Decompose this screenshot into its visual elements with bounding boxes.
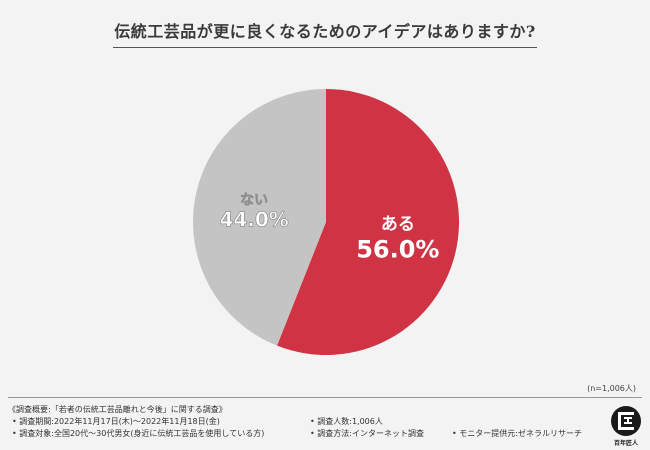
pie-slice-2-value: 44.0% <box>219 207 288 231</box>
title-divider <box>113 47 537 48</box>
survey-period: • 調査期間:2022年11月17日(木)〜2022年11月18日(金) <box>12 417 220 426</box>
pie-slice-1-value: 56.0% <box>356 236 439 264</box>
survey-target: • 調査対象:全国20代〜30代男女(身近に伝統工芸品を使用している方) <box>12 429 265 438</box>
footer-divider <box>8 397 642 398</box>
brand-logo: 百年匠人 <box>607 404 645 448</box>
pie-slice-1-label: ある <box>381 215 415 235</box>
survey-count: • 調査人数:1,006人 <box>310 417 383 426</box>
brand-logo-icon <box>611 406 641 436</box>
brand-logo-text: 百年匠人 <box>613 440 638 447</box>
pie-slice-1 <box>277 89 459 356</box>
survey-footer: 《調査概要:「若者の伝統工芸品離れと今後」に関する調査》 • 調査期間:2022… <box>8 404 598 440</box>
sample-size: (n=1,006人) <box>587 384 636 393</box>
pie-slice-2-label: ない <box>240 192 268 208</box>
survey-provider: • モニター提供元:ゼネラルリサーチ <box>452 429 582 438</box>
survey-method: • 調査方法:インターネット調査 <box>310 429 424 438</box>
survey-overview: 《調査概要:「若者の伝統工芸品離れと今後」に関する調査》 <box>8 405 227 414</box>
pie-slice-2 <box>192 89 326 346</box>
chart-title: 伝統工芸品が更に良くなるためのアイデアはありますか? <box>114 22 536 41</box>
